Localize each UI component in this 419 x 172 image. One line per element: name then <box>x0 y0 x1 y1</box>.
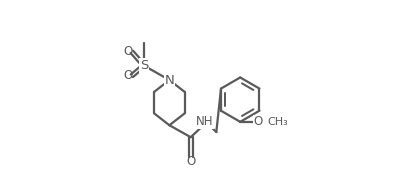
Text: CH₃: CH₃ <box>267 117 288 127</box>
Text: S: S <box>140 59 148 72</box>
Text: N: N <box>165 73 174 87</box>
Text: O: O <box>186 155 195 168</box>
Text: O: O <box>123 45 132 58</box>
Text: O: O <box>253 115 263 128</box>
Text: NH: NH <box>196 115 213 128</box>
Text: O: O <box>123 69 132 82</box>
